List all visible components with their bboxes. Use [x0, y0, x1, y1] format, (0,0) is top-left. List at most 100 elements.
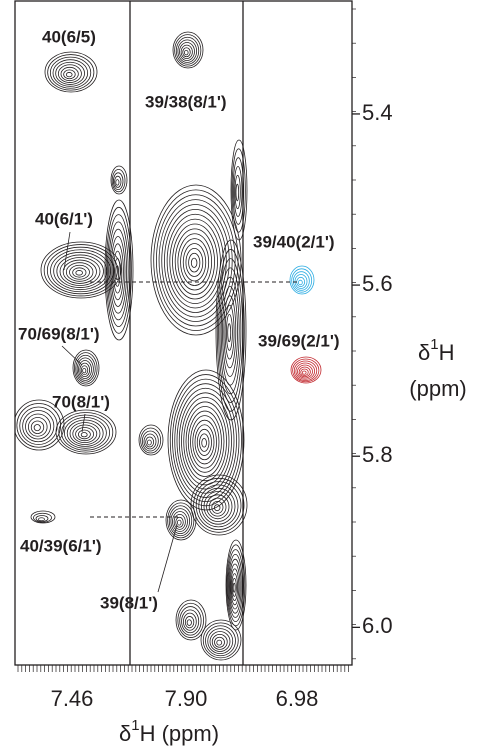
contour-line	[73, 352, 98, 385]
contour-line	[25, 413, 51, 440]
contour-line	[72, 424, 98, 444]
contour-line	[183, 612, 197, 631]
contour-line	[164, 208, 227, 313]
contour-line	[196, 428, 212, 456]
contour-line	[169, 374, 242, 507]
contour-line	[205, 625, 236, 657]
contour-line	[230, 139, 248, 241]
contour-line	[181, 609, 200, 634]
contour-line	[172, 511, 188, 532]
contour-line	[222, 286, 238, 377]
contour-line	[183, 401, 227, 482]
symbol: δ	[119, 721, 131, 746]
contour-line	[232, 582, 236, 593]
contour-line	[108, 221, 129, 321]
peak-label: 39/69(2/1')	[258, 331, 340, 350]
contour-line	[186, 619, 192, 626]
contour-line	[199, 433, 210, 452]
nucleus: H	[439, 340, 455, 365]
peak-label: 70/69(8/1')	[18, 324, 100, 343]
contour-line	[72, 267, 87, 278]
contour-line	[292, 271, 310, 291]
symbol: δ	[418, 340, 430, 365]
contour-line	[297, 279, 303, 286]
contour-line	[290, 356, 322, 384]
contour-line	[38, 517, 45, 522]
contour-line	[231, 573, 239, 601]
contour-line	[113, 250, 123, 294]
contour-line	[213, 504, 221, 512]
contour-line	[52, 59, 89, 87]
contour-line	[175, 599, 207, 641]
contour-line	[44, 51, 98, 93]
contour-line	[146, 439, 152, 446]
contour-line	[180, 44, 193, 60]
contour-line	[62, 259, 97, 284]
contour-line	[211, 500, 224, 514]
contour-line	[58, 412, 114, 453]
contour-line	[172, 223, 218, 300]
contour-line	[174, 228, 215, 295]
contour-line	[200, 619, 242, 661]
contour-line	[150, 184, 242, 336]
contour-line	[296, 276, 306, 288]
contour-line	[187, 410, 222, 473]
y_label: δ1H	[418, 336, 454, 365]
contour-line	[202, 622, 239, 659]
contour-line	[172, 31, 204, 69]
contour-line	[35, 515, 49, 522]
contour-line	[183, 49, 189, 56]
contour-line	[114, 175, 122, 188]
contour-line	[78, 360, 92, 379]
y-tick-label: 5.8	[362, 442, 393, 467]
contour-line	[181, 396, 230, 486]
contour-line	[216, 639, 223, 646]
contour-line	[64, 417, 107, 449]
contour-line	[219, 267, 242, 395]
contour-line	[172, 378, 240, 503]
contour-line	[22, 410, 55, 443]
contour-line	[208, 497, 227, 517]
contour-line	[174, 383, 237, 498]
x_label: δ1H (ppm)	[119, 717, 219, 746]
contour-line	[110, 236, 126, 307]
contour-line	[182, 47, 191, 58]
contour-line	[198, 484, 239, 528]
contour-line	[141, 430, 159, 452]
contour-line	[182, 243, 207, 282]
y-tick-label: 5.4	[362, 100, 393, 125]
contour-line	[57, 64, 82, 83]
unit: (ppm)	[162, 721, 219, 746]
contour-line	[140, 427, 162, 454]
leader-line	[81, 413, 86, 433]
contour-line	[228, 558, 242, 614]
peak-label: 40(6/1')	[35, 209, 93, 228]
contour-line	[173, 513, 186, 530]
contour-line	[167, 502, 195, 539]
contour-line	[185, 247, 204, 277]
contour-line	[76, 357, 94, 381]
contour-line	[175, 516, 184, 528]
contour-line	[33, 512, 52, 523]
contour-line	[105, 206, 132, 334]
contour-line	[115, 179, 120, 186]
contour-line	[43, 244, 118, 297]
contour-line	[30, 510, 56, 524]
contour-line	[207, 628, 234, 655]
contour-line	[184, 616, 195, 629]
x-panel-label: 7.46	[51, 686, 94, 711]
spectrum	[15, 31, 322, 661]
contour-line	[233, 166, 243, 217]
contour-line	[177, 39, 198, 63]
contour-line	[110, 165, 128, 195]
contour-line	[289, 265, 315, 295]
contour-line	[192, 419, 217, 465]
contour-line	[179, 606, 202, 636]
x-panel-label: 7.90	[165, 686, 208, 711]
contour-line	[190, 257, 198, 268]
contour-line	[158, 199, 233, 322]
leader-line	[61, 345, 83, 366]
contour-line	[65, 262, 94, 282]
contour-line	[297, 364, 313, 379]
